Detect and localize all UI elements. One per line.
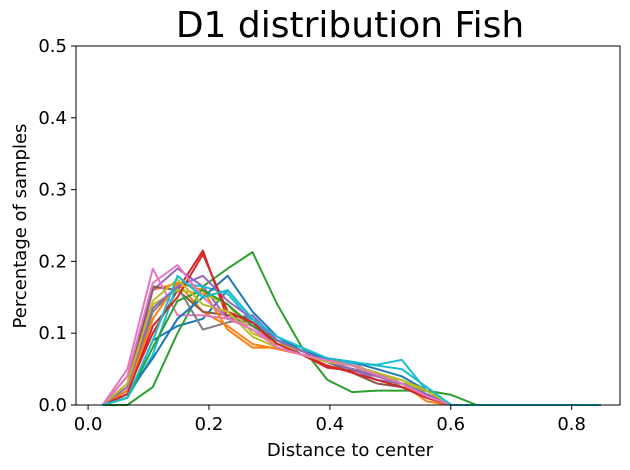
y-tick-label: 0.1 — [38, 323, 67, 344]
x-axis-ticks: 0.0 0.2 0.4 0.6 0.8 — [74, 405, 586, 435]
y-axis-ticks: 0.0 0.1 0.2 0.3 0.4 0.5 — [38, 36, 76, 416]
x-tick-label: 0.8 — [557, 414, 586, 435]
x-tick-label: 0.6 — [436, 414, 465, 435]
x-tick-label: 0.0 — [74, 414, 103, 435]
series-line-9 — [102, 289, 601, 406]
y-axis-label: Percentage of samples — [10, 124, 31, 329]
y-tick-label: 0.0 — [38, 395, 67, 416]
series-line-8 — [102, 285, 601, 406]
series-line-18 — [102, 274, 601, 406]
y-tick-label: 0.4 — [38, 108, 67, 129]
chart-title: D1 distribution Fish — [176, 5, 524, 46]
plot-frame — [75, 45, 621, 406]
y-tick-label: 0.2 — [38, 251, 67, 272]
x-axis-label: Distance to center — [267, 440, 434, 461]
series-line-6 — [101, 285, 601, 406]
x-tick-label: 0.4 — [316, 414, 345, 435]
x-tick-label: 0.2 — [195, 414, 224, 435]
series-line-1 — [102, 289, 601, 406]
series-line-13 — [102, 289, 601, 406]
series-line-14 — [102, 274, 601, 406]
series-line-4 — [102, 249, 601, 406]
series-layer — [101, 249, 601, 406]
series-line-11 — [102, 274, 601, 406]
y-tick-label: 0.5 — [38, 36, 67, 57]
y-tick-label: 0.3 — [38, 180, 67, 201]
